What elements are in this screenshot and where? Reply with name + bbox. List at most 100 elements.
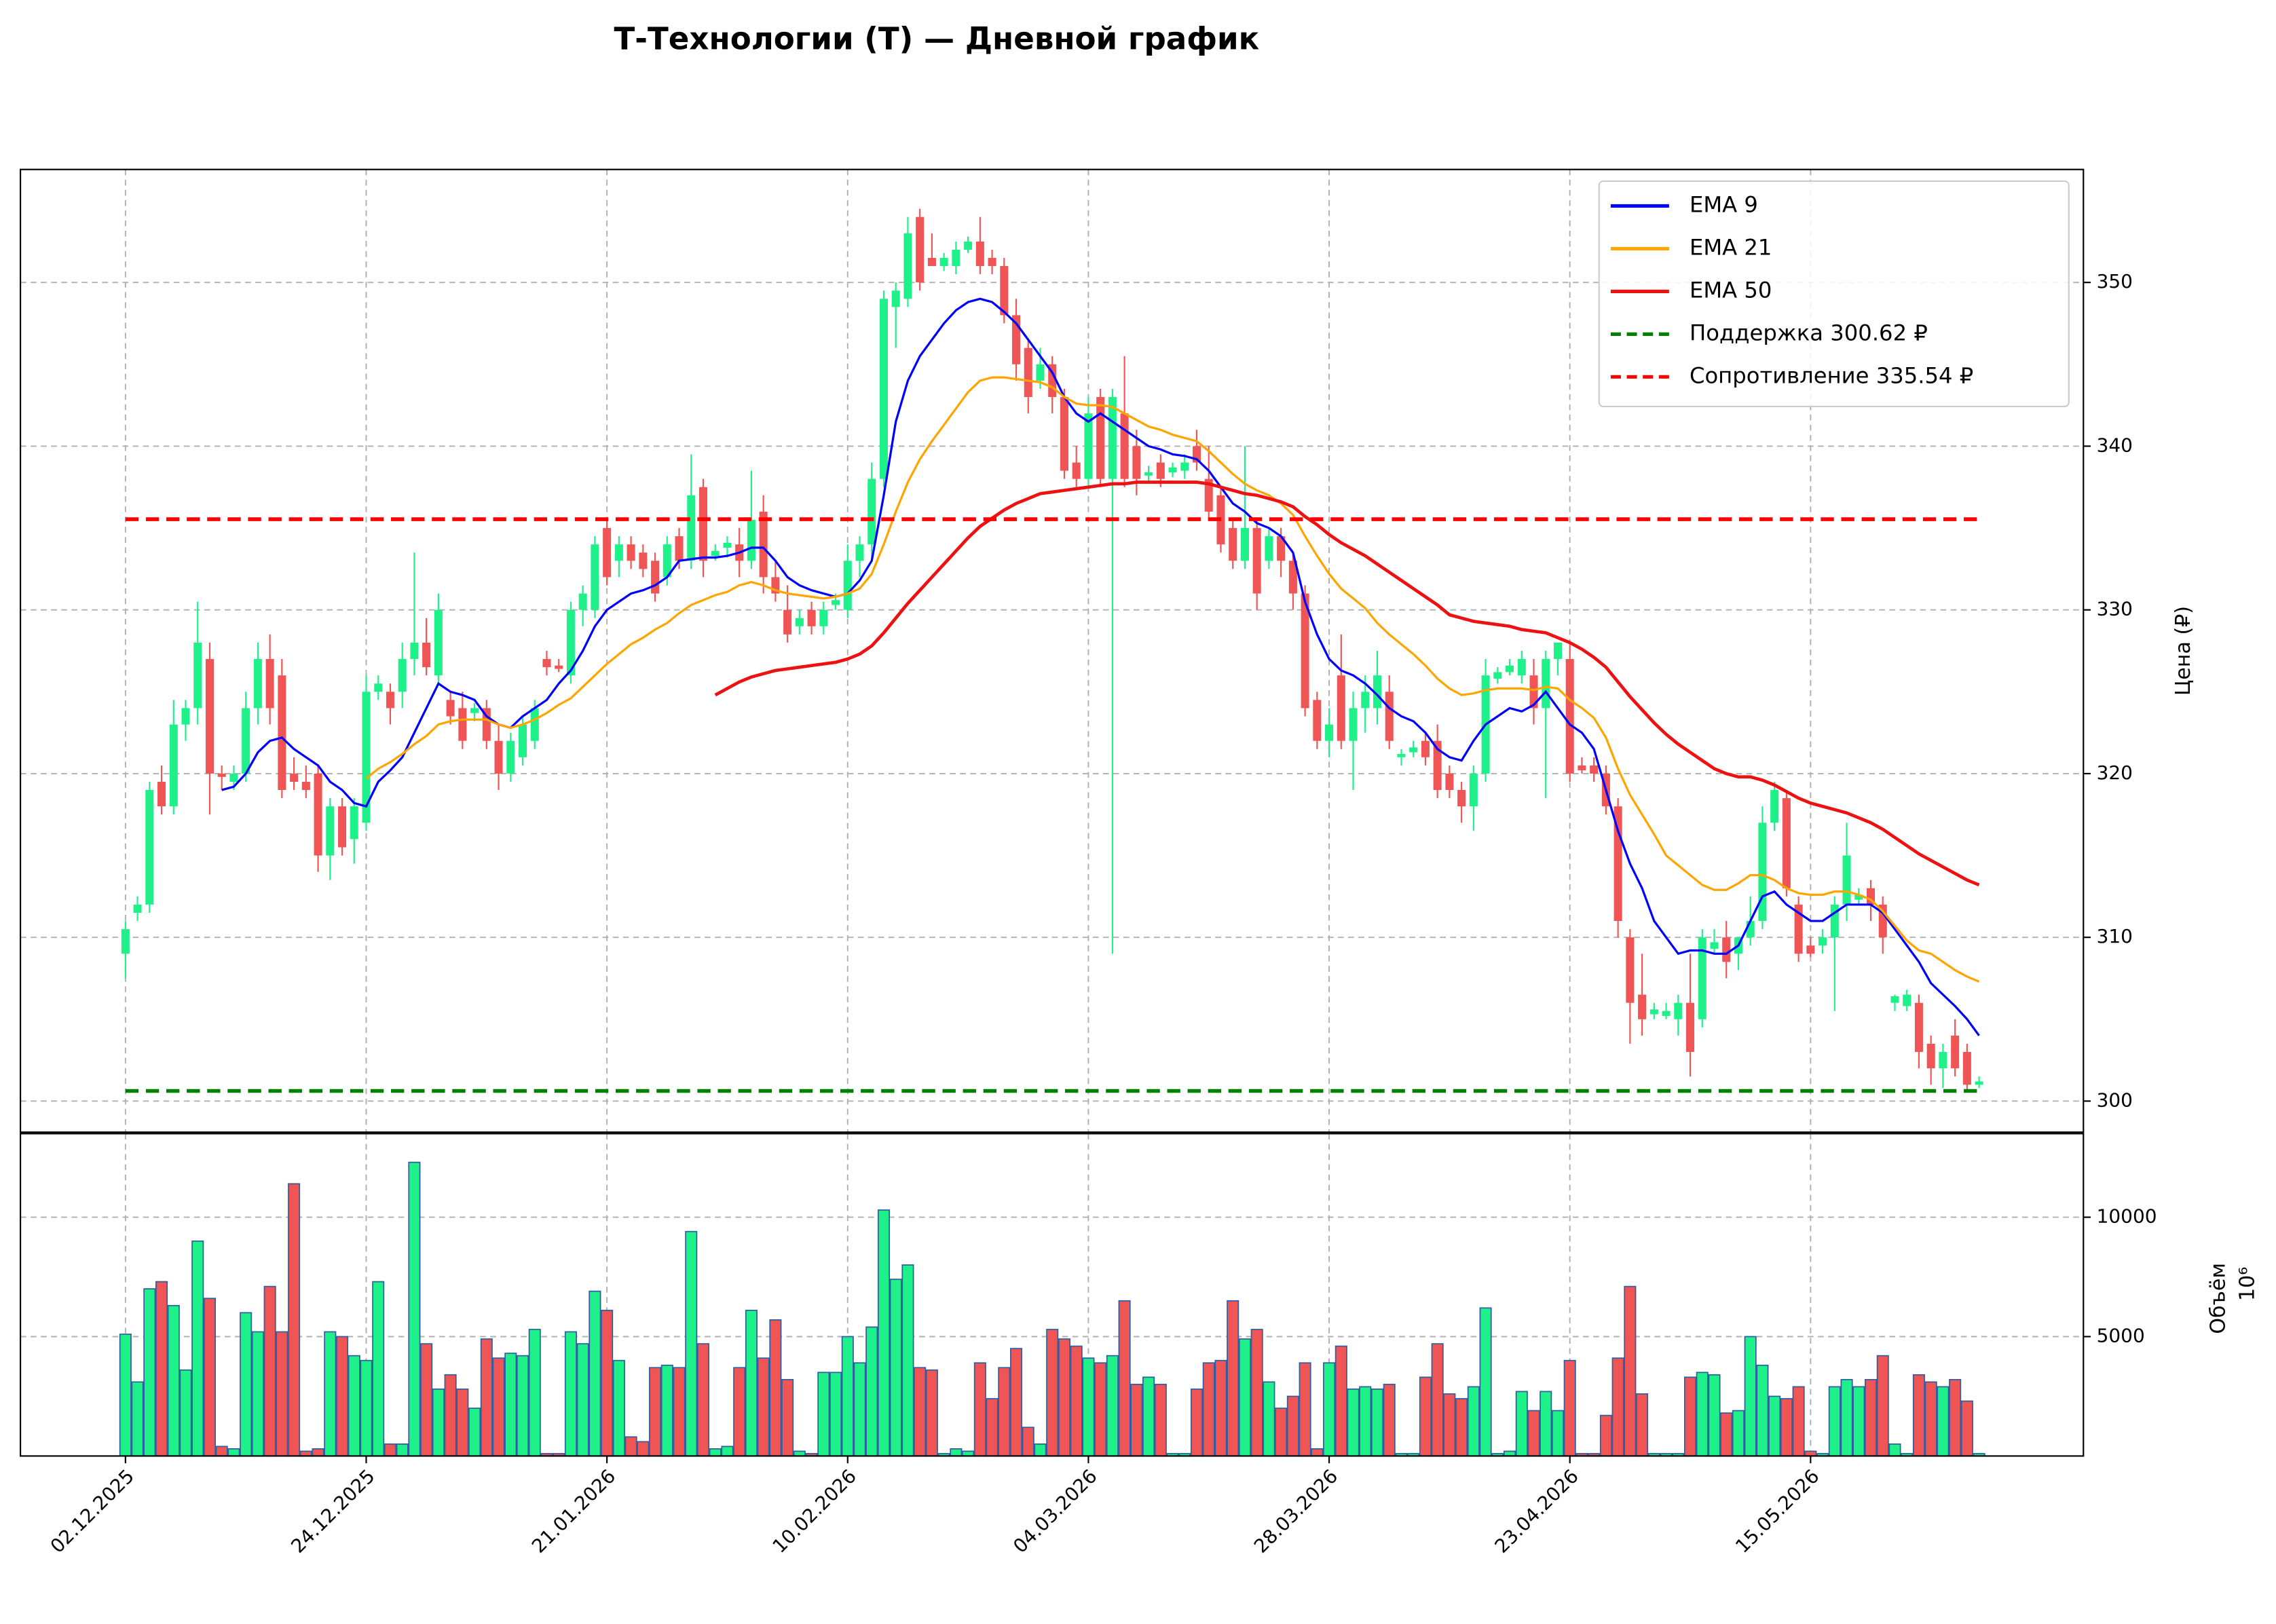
volume-bar [324,1331,337,1457]
volume-bar [384,1443,396,1457]
volume-bar [492,1357,505,1457]
candle-body [1325,724,1334,741]
volume-axis-label: Объём [2207,1263,2231,1334]
candle-body [422,642,431,668]
candle-body [1156,462,1165,479]
volume-bar [1563,1359,1576,1457]
volume-bar [1010,1348,1023,1457]
candle-body [1433,740,1442,791]
volume-bar [1551,1410,1565,1457]
candle-body [145,790,154,905]
volume-bar [841,1336,854,1457]
candle-body [783,609,792,635]
volume-bar [1275,1408,1288,1457]
volume-bar [1455,1398,1468,1457]
candle-body [952,249,960,267]
candle-body [1409,747,1418,753]
candle-body [1553,642,1562,660]
candle-body [687,495,696,561]
volume-bar [1142,1376,1155,1457]
volume-bar [1780,1398,1793,1457]
candle-body [1830,904,1839,938]
candle-body [1445,773,1454,791]
volume-bar [1744,1336,1757,1457]
candle-body [1626,937,1635,1003]
volume-bar [516,1355,529,1457]
volume-bar [240,1312,253,1457]
candle-body [410,642,419,660]
volume-bar [1058,1338,1070,1457]
candle-body [278,675,286,791]
volume-bar [973,1362,986,1457]
volume-bar [1250,1329,1263,1457]
candle-body [1794,904,1803,954]
candle-body [627,544,635,561]
volume-bar [408,1161,421,1457]
candle-body [1578,765,1586,771]
volume-bar [564,1331,577,1457]
candle-body [1421,740,1430,757]
candle-body [711,550,720,556]
volume-bar [721,1446,734,1457]
volume-bar [276,1331,288,1457]
volume-bar [1515,1391,1528,1457]
volume-bar [1094,1362,1107,1457]
candle-body [1301,593,1309,709]
candle-body [759,511,768,578]
candle-body [675,536,684,561]
volume-bar [1732,1410,1745,1457]
candle-body [133,904,142,913]
candle-body [1000,266,1009,316]
volume-bar [1082,1357,1095,1457]
candle-body [1722,937,1731,962]
volume-offset-label: 10⁶ [2236,1267,2260,1301]
candle-body [434,609,443,676]
volume-bar [1479,1307,1492,1457]
candle-body [1565,659,1574,774]
y-tick-label: 320 [2097,761,2133,784]
candle-body [506,740,515,774]
candle-body [518,724,527,757]
volume-bar [709,1448,722,1457]
volume-bar [1431,1343,1444,1457]
volume-bar [179,1369,192,1457]
volume-bar [673,1367,686,1457]
candle-body [1493,672,1502,679]
candle-body [446,700,455,717]
volume-bar [1960,1400,1973,1457]
legend-label: EMA 9 [1690,191,1758,217]
candle-body [362,692,371,823]
candle-body [1962,1052,1971,1085]
volume-bar [950,1448,963,1457]
volume-bar [1118,1300,1131,1457]
volume-bar [1840,1378,1853,1457]
candle-body [927,257,936,267]
candle-body [1890,996,1899,1003]
candle-body [350,806,358,839]
ema-line [221,297,1980,1036]
volume-bar [1299,1362,1311,1457]
volume-bar [360,1359,373,1457]
volume-bar [877,1209,891,1457]
volume-bar [1696,1372,1709,1457]
candle-body [1975,1081,1983,1085]
candle-body [1385,692,1394,741]
volume-bar [1636,1393,1649,1457]
volume-bar [227,1448,240,1457]
candle-body [591,544,599,610]
candle-body [157,781,166,807]
candle-body [1457,790,1466,807]
candle-body [193,642,202,709]
candle-body [988,257,996,267]
volume-bar [576,1343,589,1457]
candle-body [916,216,925,283]
volume-bar [1359,1386,1372,1457]
volume-bar [480,1338,493,1457]
candle-body [578,593,587,610]
candle-body [1951,1035,1960,1069]
chart-title: Т-Технологии (T) — Дневной график [614,21,1260,57]
candle-body [663,544,671,578]
volume-bar [1335,1345,1347,1457]
legend-label: EMA 50 [1690,277,1772,303]
candle-body [975,241,984,267]
